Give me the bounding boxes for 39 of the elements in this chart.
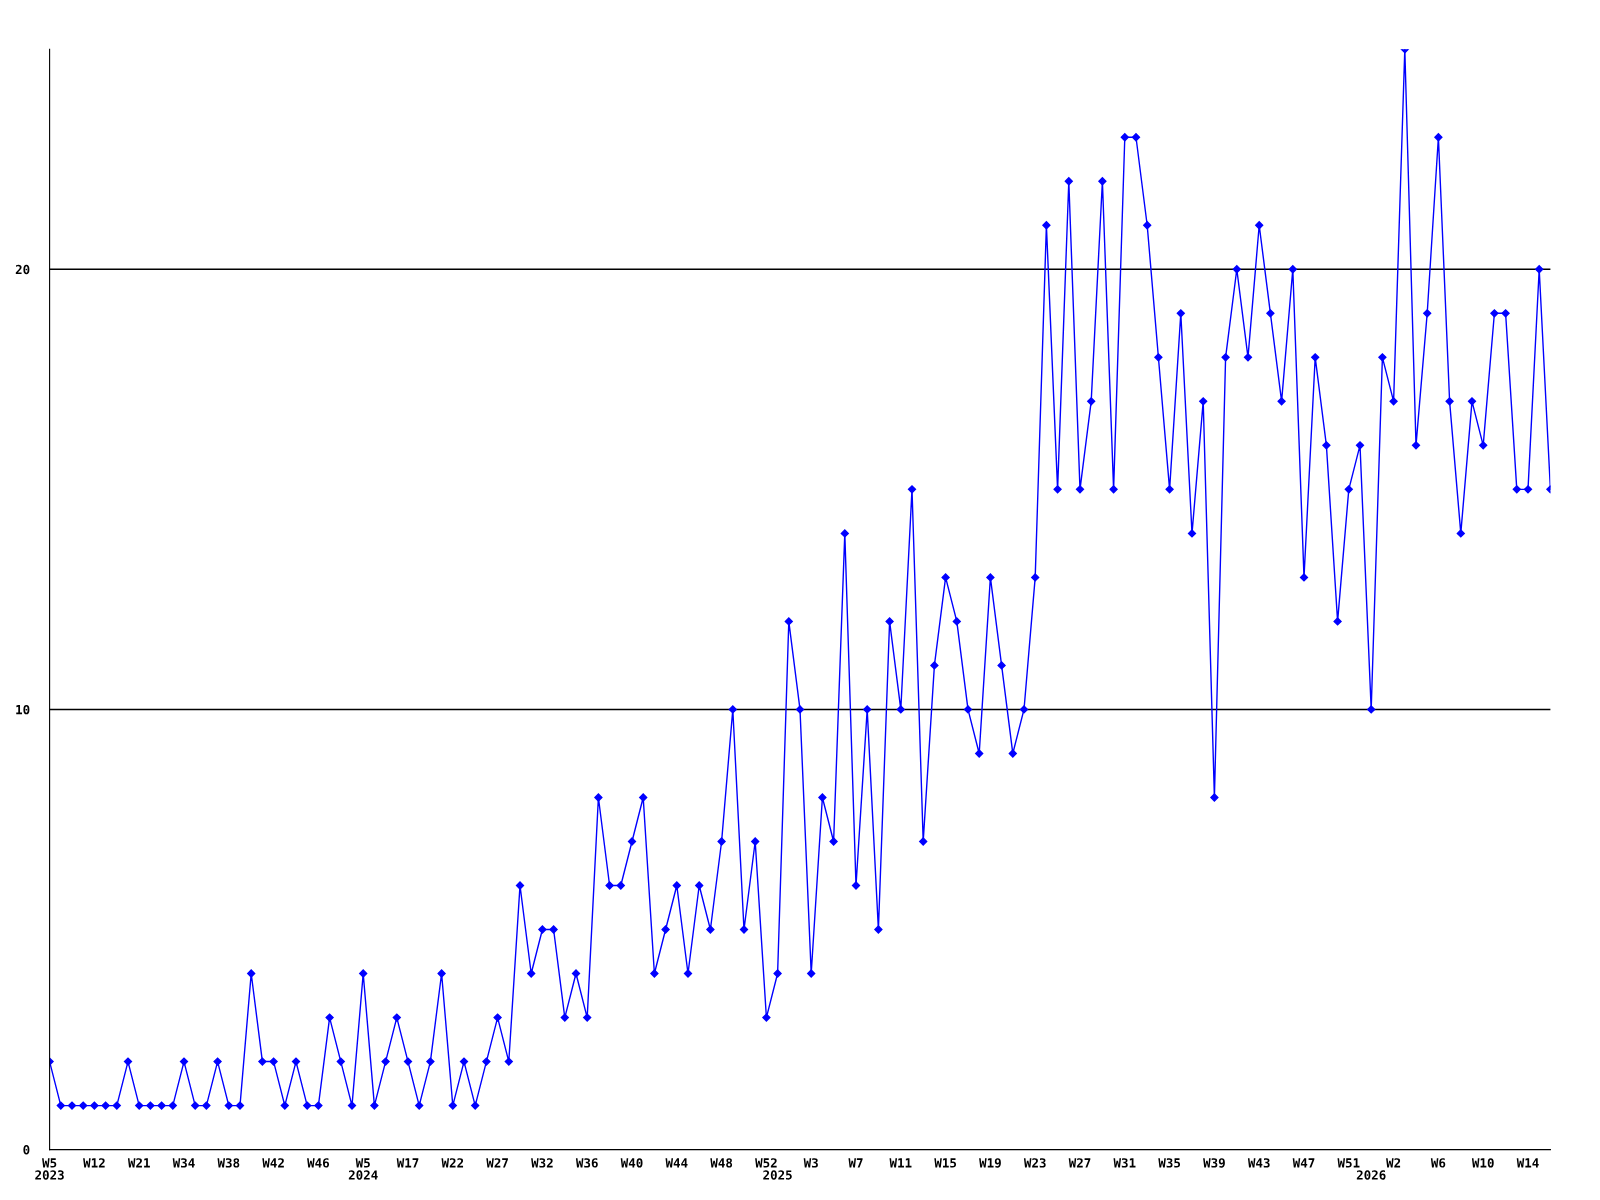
y-tick-label: 10 [16, 704, 30, 715]
x-tick-label: W46 [307, 1158, 330, 1168]
x-tick-label: W21 [127, 1158, 150, 1168]
x-tick-label: W17 [396, 1158, 419, 1168]
x-tick-label: W36 [575, 1158, 598, 1168]
y-tick-label: 20 [15, 264, 30, 275]
x-tick-label: W35 [1158, 1158, 1181, 1168]
x-tick-label: W2 [1386, 1158, 1401, 1168]
x-tick-label: W51 [1337, 1158, 1360, 1168]
x-tick-label: W5 2024 [348, 1158, 378, 1180]
x-tick-label: W43 [1247, 1158, 1270, 1168]
x-tick-label: 2026 [1356, 1170, 1386, 1180]
y-tick-label: 0 [23, 1145, 30, 1155]
x-tick-label: 2025 [763, 1170, 792, 1180]
x-tick-label: W23 [1023, 1158, 1046, 1168]
x-tick-label: W22 [441, 1158, 464, 1168]
x-tick-label: W31 [1113, 1158, 1136, 1168]
x-tick-label: W44 [665, 1158, 688, 1168]
x-tick-label: W3 [803, 1158, 818, 1168]
x-tick-label: W48 [710, 1158, 733, 1168]
x-tick-label: W7 [848, 1158, 863, 1168]
x-tick-label: W52 [755, 1158, 777, 1168]
x-tick-label: W15 [934, 1158, 957, 1168]
x-tick-label: W11 [889, 1158, 912, 1168]
x-tick-label: W27 [1068, 1158, 1091, 1168]
x-tick-label: W14 [1516, 1158, 1539, 1168]
x-tick-label: W47 [1292, 1158, 1315, 1168]
x-tick-label: W27 [486, 1158, 508, 1168]
x-tick-label: W42 [262, 1158, 284, 1168]
x-tick-label: W39 [1203, 1158, 1225, 1168]
x-tick-label: W40 [620, 1158, 643, 1168]
x-tick-label: W32 [531, 1158, 553, 1168]
x-tick-label: W34 [172, 1158, 195, 1168]
x-tick-label: W6 [1430, 1158, 1446, 1168]
x-tick-label: W19 [979, 1158, 1001, 1168]
x-tick-label: W12 [83, 1158, 105, 1168]
x-tick-label: W10 [1471, 1158, 1494, 1168]
x-tick-label: W5 2023 [35, 1158, 64, 1180]
x-tick-label: W38 [217, 1158, 240, 1168]
